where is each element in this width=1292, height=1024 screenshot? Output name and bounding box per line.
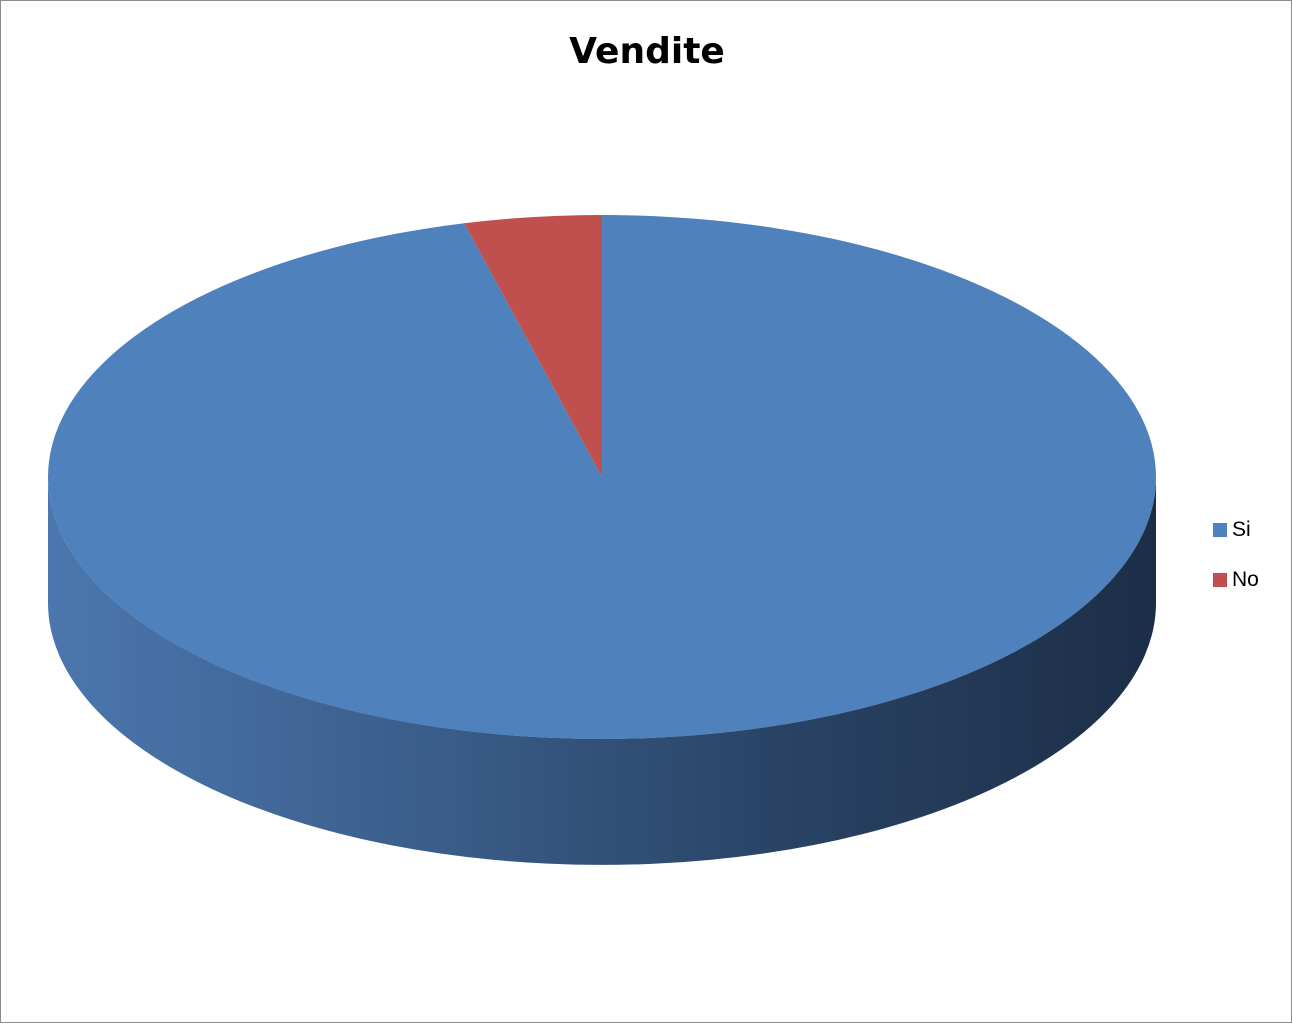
legend-item-si: Si <box>1213 517 1283 543</box>
legend-label-no: No <box>1232 568 1259 591</box>
pie-side <box>48 477 1156 865</box>
legend-swatch-si <box>1213 523 1227 537</box>
pie-top <box>47 215 1157 740</box>
pie-slice-no <box>464 215 602 477</box>
legend-item-no: No <box>1213 567 1283 593</box>
legend: Si No <box>1213 517 1283 617</box>
pie-slice-si <box>47 215 1157 740</box>
chart-title: Vendite <box>569 31 725 72</box>
legend-swatch-no <box>1213 573 1227 587</box>
legend-label-si: Si <box>1232 518 1251 541</box>
pie-side-si <box>48 477 1156 865</box>
